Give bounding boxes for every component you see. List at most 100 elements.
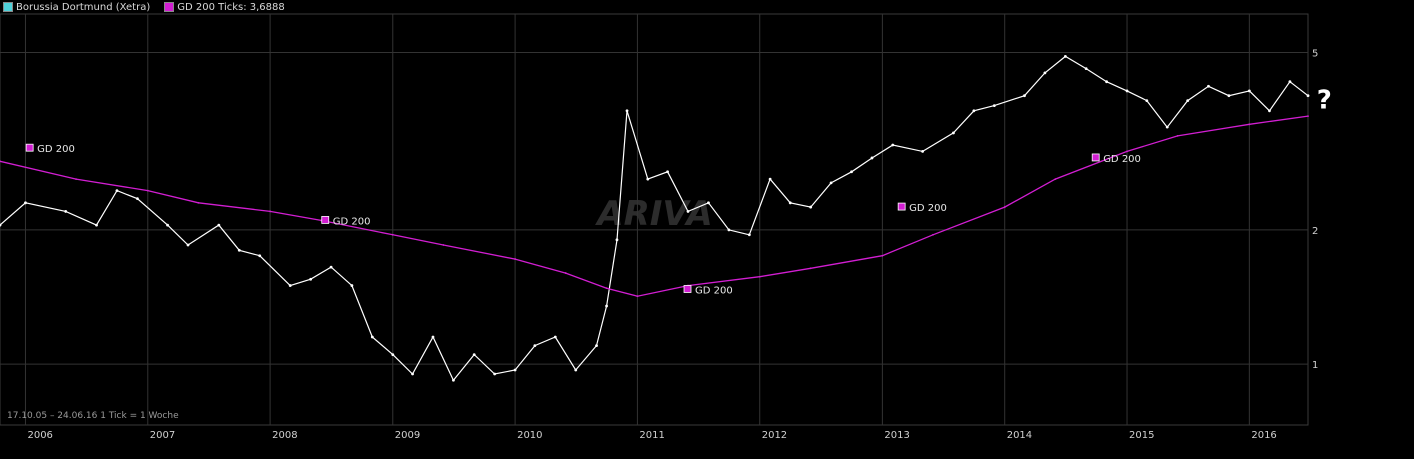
price-point-60 <box>1288 80 1292 84</box>
legend-item-stock[interactable]: Borussia Dortmund (Xetra) <box>3 0 150 14</box>
x-tick-label-2013: 2013 <box>884 430 909 441</box>
price-point-58 <box>1247 89 1251 93</box>
price-point-43 <box>921 149 925 153</box>
gd200-point-6 <box>391 233 394 236</box>
gd200-label-1: GD 200 <box>333 216 371 227</box>
price-point-9 <box>237 248 241 252</box>
gd200-point-22 <box>1307 115 1309 117</box>
x-tick-label-2010: 2010 <box>517 430 542 441</box>
price-point-49 <box>1063 55 1067 58</box>
price-point-42 <box>891 143 895 147</box>
price-point-18 <box>431 335 435 339</box>
x-tick-label-2008: 2008 <box>272 430 297 441</box>
gd200-point-20 <box>1176 134 1179 137</box>
price-point-7 <box>186 243 190 247</box>
price-point-12 <box>309 277 313 281</box>
gd200-point-3 <box>197 201 200 204</box>
y-tick-label-5: 5 <box>1312 48 1318 59</box>
gd200-point-4 <box>269 210 272 213</box>
y-tick-label-2: 2 <box>1312 226 1318 237</box>
price-point-0 <box>0 223 2 227</box>
price-point-26 <box>595 344 598 348</box>
price-point-17 <box>411 372 414 376</box>
gd200-marker-4 <box>1091 153 1100 162</box>
price-point-50 <box>1084 67 1088 71</box>
price-point-40 <box>850 170 853 174</box>
price-point-19 <box>452 378 455 382</box>
price-point-31 <box>666 170 669 174</box>
gd200-swatch <box>164 2 175 12</box>
price-point-6 <box>166 223 169 227</box>
gd200-point-17 <box>1003 206 1006 208</box>
gd200-marker-0 <box>25 143 34 152</box>
price-point-27 <box>605 304 608 308</box>
price-point-54 <box>1165 125 1169 129</box>
gd200-point-2 <box>146 189 149 192</box>
price-point-24 <box>553 335 557 339</box>
gd200-point-7 <box>442 244 445 246</box>
price-point-41 <box>870 156 874 160</box>
stock-swatch <box>3 2 13 12</box>
price-point-8 <box>217 223 221 227</box>
gd200-label-0: GD 200 <box>37 144 75 155</box>
price-point-59 <box>1268 109 1271 113</box>
price-point-46 <box>992 104 996 108</box>
price-point-44 <box>952 131 955 135</box>
gd200-point-9 <box>564 272 567 274</box>
gd200-marker-3 <box>897 202 906 211</box>
gd200-point-16 <box>932 233 934 236</box>
x-tick-label-2006: 2006 <box>27 430 52 441</box>
price-point-1 <box>24 201 27 205</box>
price-point-45 <box>972 109 976 113</box>
gd200-point-13 <box>758 275 761 278</box>
price-point-36 <box>768 177 772 181</box>
gd200-point-0 <box>0 160 1 163</box>
price-point-48 <box>1043 71 1047 75</box>
gd200-point-10 <box>605 287 608 290</box>
x-tick-label-2011: 2011 <box>639 430 664 441</box>
gd200-marker-2 <box>683 285 692 293</box>
plot-area <box>0 13 1309 426</box>
price-point-56 <box>1207 84 1210 88</box>
gd200-label-4: GD 200 <box>1103 154 1141 165</box>
date-range-footnote: 17.10.05 – 24.06.16 1 Tick = 1 Woche <box>7 411 179 421</box>
gd200-label-2: GD 200 <box>695 285 733 296</box>
price-point-53 <box>1145 99 1149 102</box>
price-point-10 <box>258 254 262 258</box>
gd200-point-21 <box>1248 123 1251 126</box>
price-point-30 <box>646 177 650 181</box>
price-point-57 <box>1227 94 1231 98</box>
price-point-21 <box>493 372 497 376</box>
price-point-2 <box>64 210 68 213</box>
price-point-25 <box>574 368 578 372</box>
gd200-point-15 <box>881 254 884 257</box>
price-point-28 <box>615 238 619 242</box>
gd200-label-3: GD 200 <box>909 203 947 214</box>
price-point-37 <box>788 201 792 205</box>
price-point-32 <box>686 210 690 213</box>
price-point-51 <box>1105 80 1108 84</box>
x-tick-label-2009: 2009 <box>395 430 420 441</box>
price-point-11 <box>288 284 292 287</box>
price-point-47 <box>1023 94 1026 98</box>
x-tick-label-2016: 2016 <box>1251 430 1276 441</box>
question-mark-annotation: ? <box>1317 86 1332 116</box>
gd200-point-19 <box>1126 150 1128 153</box>
price-point-52 <box>1125 89 1129 93</box>
price-point-23 <box>533 344 537 348</box>
x-tick-label-2015: 2015 <box>1129 430 1154 441</box>
price-point-4 <box>115 189 119 192</box>
gd200-marker-1 <box>321 216 330 224</box>
legend-item-gd200[interactable]: GD 200 Ticks: 3,6888 <box>164 0 285 14</box>
price-point-55 <box>1186 99 1190 102</box>
price-point-3 <box>95 223 98 227</box>
gd200-point-14 <box>809 267 812 270</box>
price-point-38 <box>809 205 813 209</box>
legend-stock-label: Borussia Dortmund (Xetra) <box>16 1 151 13</box>
x-tick-label-2012: 2012 <box>762 430 787 441</box>
gd200-point-18 <box>1054 178 1057 180</box>
price-point-20 <box>472 353 476 357</box>
legend-gd200-label: GD 200 Ticks: 3,6888 <box>177 1 285 13</box>
price-point-61 <box>1306 94 1310 98</box>
